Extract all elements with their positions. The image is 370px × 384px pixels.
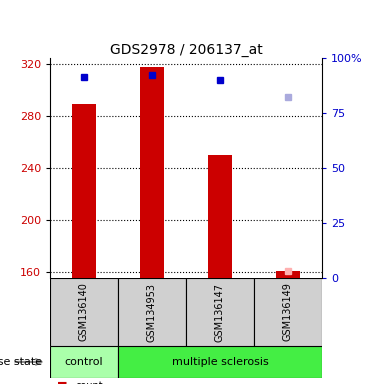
Text: multiple sclerosis: multiple sclerosis — [172, 357, 268, 367]
Text: GSM136149: GSM136149 — [283, 283, 293, 341]
Text: GSM136147: GSM136147 — [215, 283, 225, 341]
Bar — [118, 346, 322, 378]
Bar — [276, 271, 300, 278]
Bar — [186, 278, 254, 346]
Bar — [50, 346, 118, 378]
Text: disease state: disease state — [0, 357, 43, 367]
Bar — [50, 278, 118, 346]
Bar — [208, 155, 232, 278]
Text: ■: ■ — [57, 381, 68, 384]
Bar — [72, 104, 96, 278]
Text: GSM136140: GSM136140 — [79, 283, 89, 341]
Title: GDS2978 / 206137_at: GDS2978 / 206137_at — [110, 43, 262, 56]
Bar — [254, 278, 322, 346]
Text: GSM134953: GSM134953 — [147, 283, 157, 341]
Bar — [118, 278, 186, 346]
Text: control: control — [65, 357, 103, 367]
Text: count: count — [76, 381, 104, 384]
Bar — [140, 67, 164, 278]
